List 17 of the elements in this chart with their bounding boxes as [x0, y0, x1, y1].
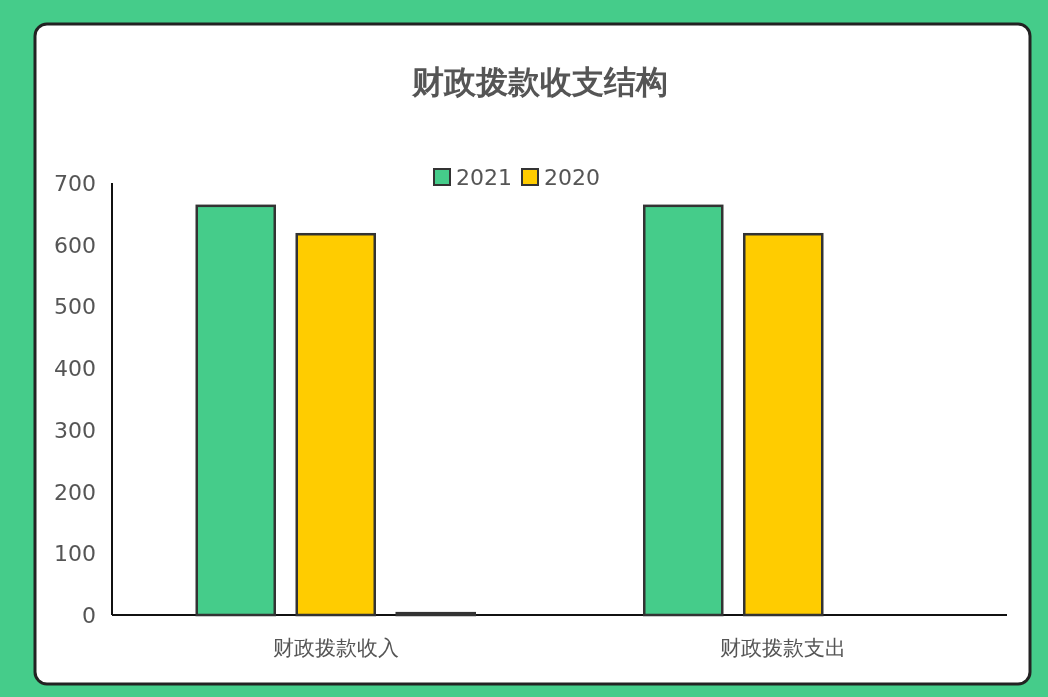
bar	[743, 232, 824, 617]
legend-label: 2021	[456, 165, 512, 190]
y-tick-label: 400	[54, 356, 96, 382]
bar	[643, 204, 724, 617]
legend-label: 2020	[544, 165, 600, 190]
y-tick-label: 0	[82, 603, 96, 628]
y-tick-label: 200	[54, 479, 96, 505]
x-tick-label: 财政拨款收入	[272, 636, 399, 660]
x-tick-label: 财政拨款支出	[720, 636, 847, 660]
y-tick-label: 700	[54, 171, 96, 196]
bar	[195, 204, 276, 617]
y-tick-label: 600	[54, 232, 96, 258]
chart-title: 财政拨款收支结构	[411, 63, 668, 101]
y-tick-label: 300	[54, 417, 96, 443]
bar	[295, 232, 376, 617]
y-tick-label: 500	[54, 294, 96, 320]
y-tick-label: 100	[54, 541, 96, 567]
